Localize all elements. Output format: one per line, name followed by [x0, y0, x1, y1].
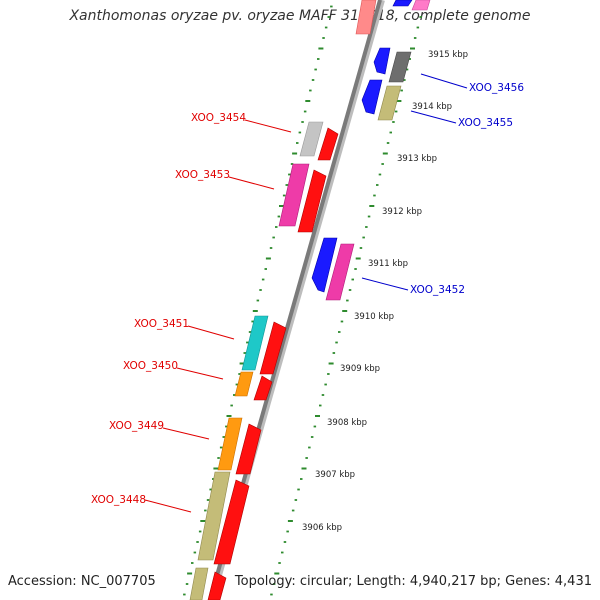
genes-right	[311, 0, 431, 301]
gene-label-xoo-3456[interactable]: XOO_3456	[469, 82, 524, 94]
accession-text: Accession: NC_007705	[8, 574, 156, 589]
scale-label-3913: 3913 kbp	[397, 154, 437, 164]
leader-xoo-3449	[162, 427, 210, 440]
scale-label-3907: 3907 kbp	[315, 470, 355, 480]
gene-label-xoo-3453[interactable]: XOO_3453	[175, 169, 230, 181]
scale-label-3909: 3909 kbp	[340, 364, 380, 374]
gene-block-pink-top[interactable]	[411, 0, 431, 11]
leader-xoo-3450	[176, 367, 224, 380]
gene-arrow-xoo-3455-a[interactable]	[361, 79, 383, 115]
gene-label-xoo-3454[interactable]: XOO_3454	[191, 112, 246, 124]
gene-block-xoo-3455-b[interactable]	[377, 85, 402, 121]
scale-label-3906: 3906 kbp	[302, 523, 342, 533]
genes-left-outer	[189, 0, 377, 600]
gene-block-xoo-3448[interactable]	[197, 471, 231, 561]
scale-label-3911: 3911 kbp	[368, 259, 408, 269]
gene-label-xoo-3450[interactable]: XOO_3450	[123, 360, 178, 372]
scale-label-3908: 3908 kbp	[327, 418, 367, 428]
gene-label-xoo-3448[interactable]: XOO_3448	[91, 494, 146, 506]
gene-label-xoo-3455[interactable]: XOO_3455	[458, 117, 513, 129]
scale-label-3910: 3910 kbp	[354, 312, 394, 322]
map-title: Xanthomonas oryzae pv. oryzae MAFF 31101…	[69, 8, 531, 24]
genome-summary-text: Topology: circular; Length: 4,940,217 bp…	[234, 574, 592, 589]
gene-block-xoo-3452-b[interactable]	[325, 243, 355, 301]
gene-block-xoo-3450[interactable]	[234, 371, 254, 397]
tick-track-right	[270, 5, 425, 596]
gene-arrow-red-7[interactable]	[207, 571, 227, 600]
leader-xoo-3453	[228, 176, 275, 190]
gene-arrow-xoo-3452-a[interactable]	[311, 237, 338, 293]
gene-arrow-red-4[interactable]	[253, 375, 273, 401]
gene-block-top-left[interactable]	[355, 0, 377, 35]
scale-label-3915: 3915 kbp	[428, 50, 468, 60]
gene-block-xoo-3449[interactable]	[217, 417, 243, 471]
leader-xoo-3451	[187, 325, 235, 340]
genes-left-inner	[207, 127, 339, 600]
gene-arrow-red-5[interactable]	[235, 423, 262, 475]
gene-block-xoo-3451[interactable]	[241, 315, 269, 371]
gene-labels: XOO_3454 XOO_3453 XOO_3451 XOO_3450 XOO_…	[91, 82, 524, 506]
gene-arrow-blue-top[interactable]	[392, 0, 413, 7]
gene-block-xoo-3453[interactable]	[278, 163, 310, 227]
scale-labels: 3906 kbp 3907 kbp 3908 kbp 3909 kbp 3910…	[302, 50, 468, 533]
label-leaders	[144, 73, 468, 513]
leader-xoo-3448	[144, 499, 192, 513]
gene-block-bottom-left[interactable]	[189, 567, 209, 600]
gene-label-xoo-3451[interactable]: XOO_3451	[134, 318, 189, 330]
leader-xoo-3456	[420, 73, 468, 89]
gene-label-xoo-3452[interactable]: XOO_3452	[410, 284, 465, 296]
leader-xoo-3452	[361, 277, 409, 291]
gene-arrow-red-6[interactable]	[213, 479, 250, 565]
leader-xoo-3454	[244, 119, 292, 133]
gene-arrow-xoo-3456-a[interactable]	[373, 47, 391, 75]
gene-block-xoo-3454[interactable]	[299, 121, 324, 157]
gene-arrow-red-3[interactable]	[259, 321, 287, 375]
scale-label-3912: 3912 kbp	[382, 207, 422, 217]
gene-arrow-red-1[interactable]	[317, 127, 339, 161]
gene-arrow-red-2[interactable]	[297, 169, 327, 233]
leader-xoo-3455	[410, 110, 457, 124]
tick-track-left	[183, 5, 333, 596]
gene-label-xoo-3449[interactable]: XOO_3449	[109, 420, 164, 432]
scale-label-3914: 3914 kbp	[412, 102, 452, 112]
gene-block-xoo-3456-b[interactable]	[388, 51, 412, 83]
